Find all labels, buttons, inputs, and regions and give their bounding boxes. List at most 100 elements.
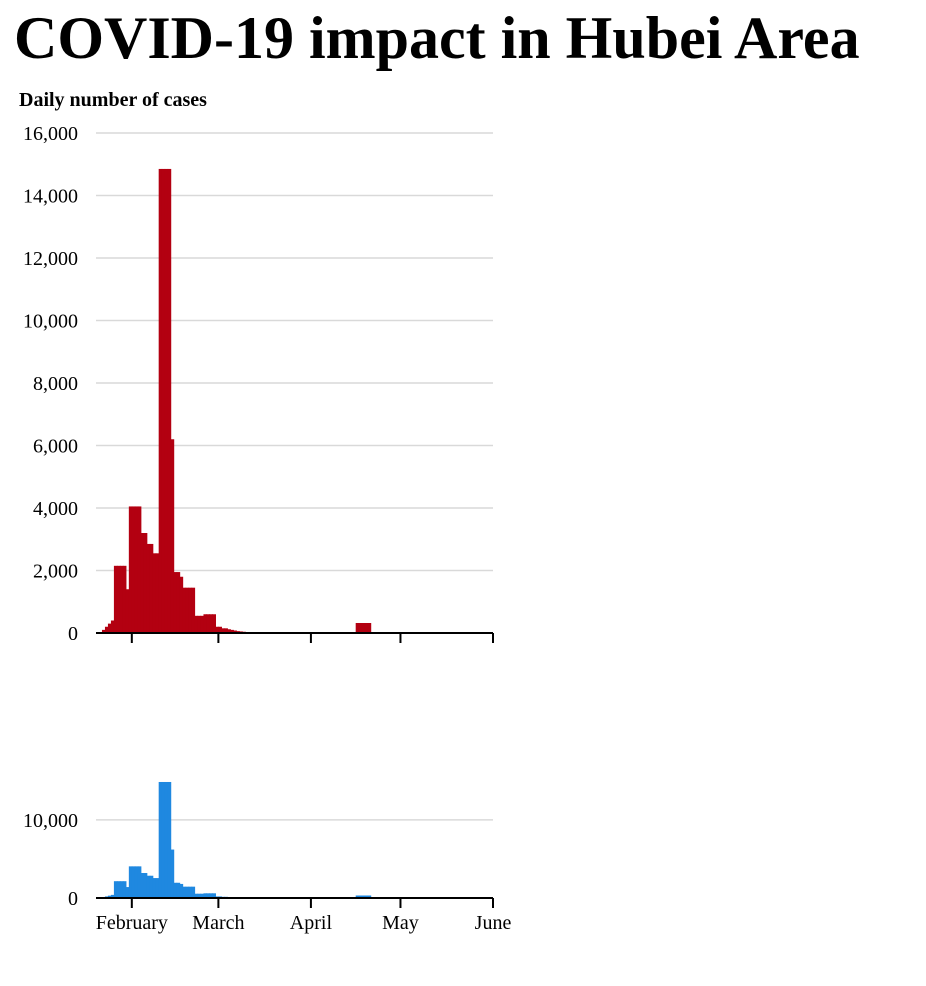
main-bar <box>149 543 154 633</box>
overview-bar <box>116 881 121 898</box>
overview-bar <box>158 781 163 898</box>
overview-bar <box>110 894 115 898</box>
main-y-tick-label: 6,000 <box>33 436 78 458</box>
overview-bar <box>176 882 181 898</box>
overview-bar <box>179 883 184 898</box>
overview-bar <box>209 893 214 898</box>
main-bar <box>358 623 363 633</box>
main-bar <box>140 533 145 633</box>
main-bar <box>113 565 118 633</box>
overview-bar <box>134 866 139 898</box>
overview-bar <box>364 895 369 898</box>
overview-bar <box>188 886 193 898</box>
main-bar <box>206 614 211 633</box>
main-bar <box>158 168 163 633</box>
main-y-tick-label: 16,000 <box>23 123 78 145</box>
main-bar <box>233 630 237 633</box>
main-bar <box>146 543 151 633</box>
overview-bar <box>143 873 148 898</box>
chart-title: COVID-19 impact in Hubei Area <box>14 5 860 71</box>
main-bar <box>191 587 196 633</box>
main-bar <box>167 168 172 633</box>
main-bar <box>200 615 205 633</box>
overview-bar <box>212 893 216 898</box>
main-bar <box>227 629 231 633</box>
overview-bar <box>185 886 190 898</box>
main-bar <box>194 615 199 633</box>
main-bar <box>128 506 133 633</box>
overview-bar <box>167 781 172 898</box>
main-bar <box>119 565 124 633</box>
overview-bar <box>191 886 196 898</box>
overview-x-tick-label: April <box>290 912 333 934</box>
main-bar <box>134 506 139 633</box>
main-bar <box>221 628 225 633</box>
overview-x-tick-label: March <box>192 912 244 934</box>
overview-bar <box>164 781 169 898</box>
main-bar <box>143 533 148 633</box>
overview-bar <box>113 881 118 898</box>
overview-bar <box>197 893 202 898</box>
overview-x-tick-label: June <box>475 912 512 934</box>
main-bar <box>107 623 112 633</box>
main-bar <box>179 576 184 633</box>
overview-bar <box>155 878 160 898</box>
main-bar <box>161 168 166 633</box>
main-bar <box>203 614 208 633</box>
main-bar <box>110 620 115 633</box>
overview-x-tick-label: February <box>96 912 168 934</box>
main-y-tick-label: 2,000 <box>33 561 78 583</box>
main-bar <box>188 587 193 633</box>
main-bar <box>152 553 157 633</box>
overview-bar <box>107 895 112 898</box>
overview-bar <box>358 895 363 898</box>
overview-bar <box>170 849 175 898</box>
overview-bar <box>128 866 133 898</box>
main-bar <box>367 623 372 633</box>
main-bar <box>176 572 181 633</box>
main-bar <box>212 614 216 633</box>
main-y-tick-label: 0 <box>68 623 78 645</box>
main-bar <box>182 587 187 633</box>
main-y-tick-label: 10,000 <box>23 311 78 333</box>
overview-bar <box>367 895 372 898</box>
overview-bar <box>146 875 151 898</box>
main-bar <box>197 615 202 633</box>
overview-bar <box>182 886 187 898</box>
main-y-tick-label: 12,000 <box>23 248 78 270</box>
y-axis-title: Daily number of cases <box>19 89 207 111</box>
main-bar <box>209 614 214 633</box>
main-bar <box>215 626 219 633</box>
main-bar <box>137 506 142 633</box>
overview-bar <box>140 873 145 898</box>
main-bar <box>355 623 360 633</box>
overview-bar <box>200 893 205 898</box>
main-bar <box>185 587 190 633</box>
main-bar <box>230 629 234 633</box>
main-bar <box>170 439 175 633</box>
overview-bar <box>152 878 157 898</box>
overview-bar <box>125 887 130 898</box>
overview-bar <box>137 866 142 898</box>
overview-bar <box>206 893 211 898</box>
main-y-tick-label: 14,000 <box>23 186 78 208</box>
main-bar <box>361 623 366 633</box>
overview-bar <box>173 882 178 898</box>
overview-bar <box>194 893 199 898</box>
main-bar <box>104 626 109 633</box>
overview-y-tick-label: 10,000 <box>23 810 78 832</box>
main-bar <box>224 628 228 633</box>
main-y-tick-label: 8,000 <box>33 373 78 395</box>
main-bar <box>218 626 222 633</box>
overview-bar <box>131 866 136 898</box>
overview-bar <box>161 781 166 898</box>
overview-bar <box>119 881 124 898</box>
overview-bar <box>355 895 360 898</box>
overview-bar <box>149 875 154 898</box>
main-bar <box>364 623 369 633</box>
overview-bar <box>122 881 127 898</box>
overview-x-tick-label: May <box>382 912 419 934</box>
main-bar <box>125 589 130 633</box>
main-bar <box>116 565 121 633</box>
